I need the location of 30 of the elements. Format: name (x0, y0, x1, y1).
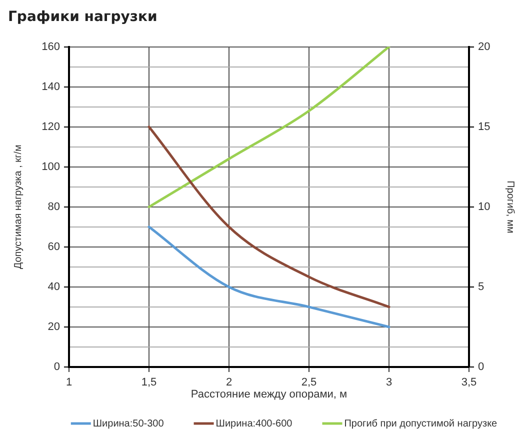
legend-label: Прогиб при допустимой нагрузке (344, 418, 498, 430)
y2-axis-title: Прогиб, мм (504, 180, 516, 234)
y-tick-label: 60 (48, 240, 60, 253)
line-series (148, 46, 390, 208)
y-tick-label: 140 (42, 80, 60, 93)
y2-tick-label: 15 (478, 120, 490, 133)
y-tick-label: 0 (54, 361, 60, 374)
x-tick-label: 2,5 (301, 376, 317, 389)
x-tick-label: 2 (226, 376, 232, 389)
x-tick-label: 1,5 (141, 376, 157, 389)
y-axis-title: Допустимая нагрузка , кг/м (12, 144, 24, 270)
y-tick-label: 20 (48, 321, 60, 334)
y-tick-label: 160 (42, 40, 60, 53)
legend-label: Ширина:50-300 (92, 418, 164, 430)
line-series (148, 126, 390, 308)
x-axis-title: Расстояние между опорами, м (190, 388, 348, 400)
chart-title: Графики нагрузки (8, 9, 158, 26)
x-tick-label: 1 (66, 376, 72, 389)
y-tick-label: 120 (42, 120, 60, 133)
y-tick-label: 40 (48, 280, 60, 293)
x-tick-label: 3,5 (461, 376, 477, 389)
y-tick-label: 100 (42, 160, 60, 173)
y2-tick-label: 5 (478, 280, 484, 293)
y2-tick-label: 10 (478, 200, 490, 213)
x-tick-label: 3 (386, 376, 392, 389)
y-tick-label: 80 (48, 200, 60, 213)
y2-tick-label: 0 (478, 361, 484, 374)
y2-tick-label: 20 (478, 40, 490, 53)
line-series (148, 226, 390, 328)
legend-label: Ширина:400-600 (216, 418, 293, 430)
